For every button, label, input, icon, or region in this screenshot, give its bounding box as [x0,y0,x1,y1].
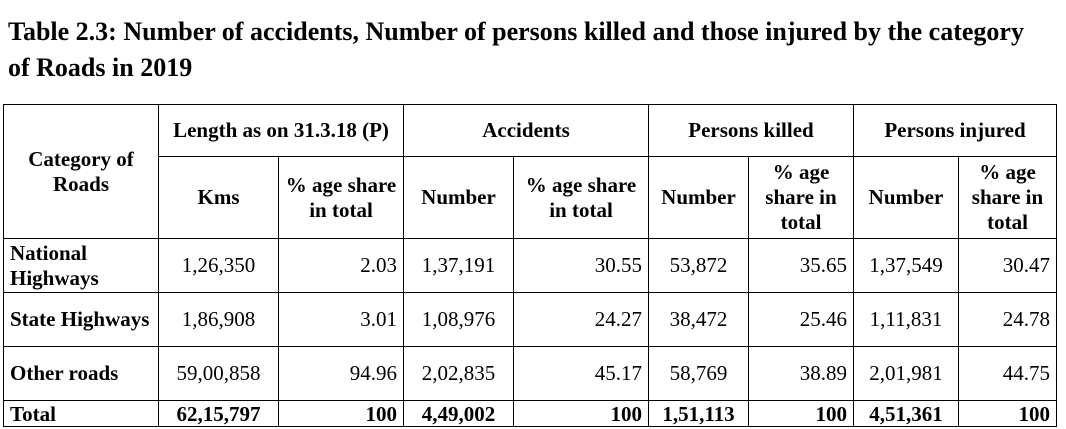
row-label: National Highways [3,238,159,293]
table-cell: 2.03 [278,238,404,293]
group-header-length: Length as on 31.3.18 (P) [158,104,404,157]
table-cell: 38,472 [648,292,749,347]
group-header-accidents: Accidents [403,104,649,157]
subheader-injured-share: % age share in total [958,156,1057,239]
table-title-line-1: Table 2.3: Number of accidents, Number o… [8,17,1024,46]
table-cell: 44.75 [958,346,1057,401]
table-row: National Highways 1,26,350 2.03 1,37,191… [3,238,1057,293]
table-cell: 1,08,976 [403,292,514,347]
row-header-cell: Category of Roads [3,104,159,239]
table-cell: 3.01 [278,292,404,347]
table-cell: 2,02,835 [403,346,514,401]
table-row: State Highways 1,86,908 3.01 1,08,976 24… [3,292,1057,347]
table-cell: 62,15,797 [158,400,279,427]
subheader-accidents-number: Number [403,156,514,239]
table-cell: 38.89 [748,346,854,401]
table-cell: 24.27 [513,292,649,347]
table-cell: 30.47 [958,238,1057,293]
table-cell: 1,86,908 [158,292,279,347]
table-cell: 100 [513,400,649,427]
table-cell: 1,37,549 [853,238,959,293]
table-cell: 1,37,191 [403,238,514,293]
table-cell: 25.46 [748,292,854,347]
table-cell: 1,51,113 [648,400,749,427]
table-cell: 1,11,831 [853,292,959,347]
subheader-killed-share: % age share in total [748,156,854,239]
table-cell: 35.65 [748,238,854,293]
header-row-groups: Category of Roads Length as on 31.3.18 (… [3,104,1057,239]
table-cell: 100 [958,400,1057,427]
table-cell: 2,01,981 [853,346,959,401]
row-label: Other roads [3,346,159,401]
table-cell: 100 [748,400,854,427]
header-row-subcolumns: Kms % age share in total Number % age sh… [4,156,1057,239]
table-cell: 1,26,350 [158,238,279,293]
table-cell: 30.55 [513,238,649,293]
table-cell: 4,49,002 [403,400,514,427]
table-title: Table 2.3: Number of accidents, Number o… [8,14,1066,86]
accidents-table: Category of Roads Length as on 31.3.18 (… [3,104,1057,427]
table-cell: 59,00,858 [158,346,279,401]
total-row: Total 62,15,797 100 4,49,002 100 1,51,11… [3,400,1057,427]
table-cell: 4,51,361 [853,400,959,427]
row-label: Total [3,400,159,427]
group-header-persons-injured: Persons injured [853,104,1057,157]
subheader-kms: Kms [158,156,279,239]
subheader-injured-number: Number [853,156,959,239]
group-header-persons-killed: Persons killed [648,104,854,157]
table-cell: 53,872 [648,238,749,293]
table-title-line-2: of Roads in 2019 [8,53,193,82]
subheader-killed-number: Number [648,156,749,239]
table-cell: 58,769 [648,346,749,401]
table-cell: 24.78 [958,292,1057,347]
table-cell: 94.96 [278,346,404,401]
row-label: State Highways [3,292,159,347]
table-row: Other roads 59,00,858 94.96 2,02,835 45.… [3,346,1057,401]
table-cell: 45.17 [513,346,649,401]
table-cell: 100 [278,400,404,427]
subheader-length-share: % age share in total [278,156,404,239]
subheader-accidents-share: % age share in total [513,156,649,239]
